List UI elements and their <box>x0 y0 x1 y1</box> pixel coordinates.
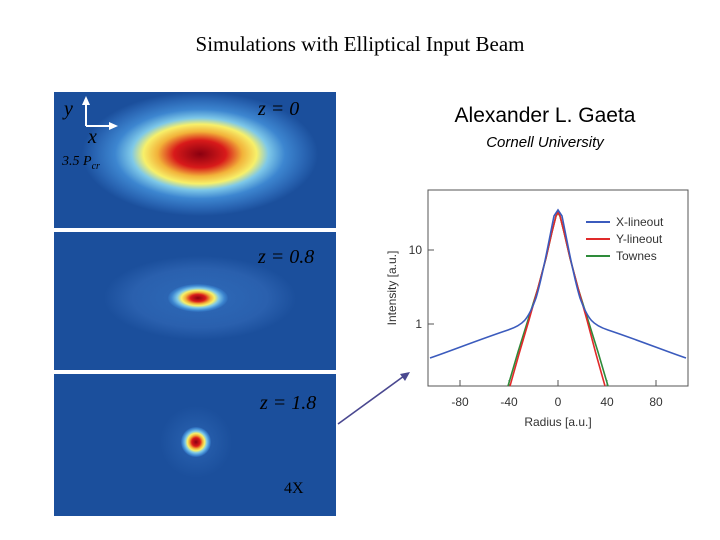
x-tick-m80: -80 <box>451 395 469 409</box>
slide-title: Simulations with Elliptical Input Beam <box>195 32 525 56</box>
zoom-label: 4X <box>284 480 304 497</box>
z-label-1: z = 0.8 <box>258 246 315 268</box>
x-tick-40: 40 <box>600 395 614 409</box>
z-label-2: z = 1.8 <box>260 392 317 414</box>
y-tick-1: 1 <box>415 317 422 331</box>
x-tick-0: 0 <box>555 395 562 409</box>
author-affiliation: Cornell University <box>486 134 604 151</box>
y-axis-label: Intensity [a.u.] <box>385 251 399 326</box>
beam-profile-z0 <box>82 92 318 216</box>
legend-y-lineout: Y-lineout <box>616 232 663 246</box>
chart-legend: X-lineout Y-lineout Townes <box>586 215 664 263</box>
plot-area <box>427 189 689 387</box>
beam-panel-z18: z = 1.8 4X <box>54 374 336 516</box>
lineout-chart: X-lineout Y-lineout Townes 10 1 -80 -40 … <box>385 189 689 429</box>
series-x-lineout <box>429 208 687 359</box>
beam-profile-z18 <box>160 406 232 478</box>
y-tick-10: 10 <box>409 243 423 257</box>
axis-x-label: x <box>88 126 97 148</box>
z-label-0: z = 0 <box>258 98 300 120</box>
legend-x-lineout: X-lineout <box>616 215 664 229</box>
beam-panel-z0: y x z = 0 3.5 Pcr <box>54 92 336 228</box>
axis-y-label: y <box>64 98 73 120</box>
x-axis-label: Radius [a.u.] <box>524 415 591 429</box>
beam-profile-z08 <box>104 256 296 340</box>
x-tick-m40: -40 <box>500 395 518 409</box>
author-name: Alexander L. Gaeta <box>454 104 636 127</box>
beam-panel-z08: z = 0.8 <box>54 232 336 370</box>
legend-townes: Townes <box>616 249 657 263</box>
power-label: 3.5 Pcr <box>62 154 100 172</box>
x-tick-80: 80 <box>649 395 663 409</box>
